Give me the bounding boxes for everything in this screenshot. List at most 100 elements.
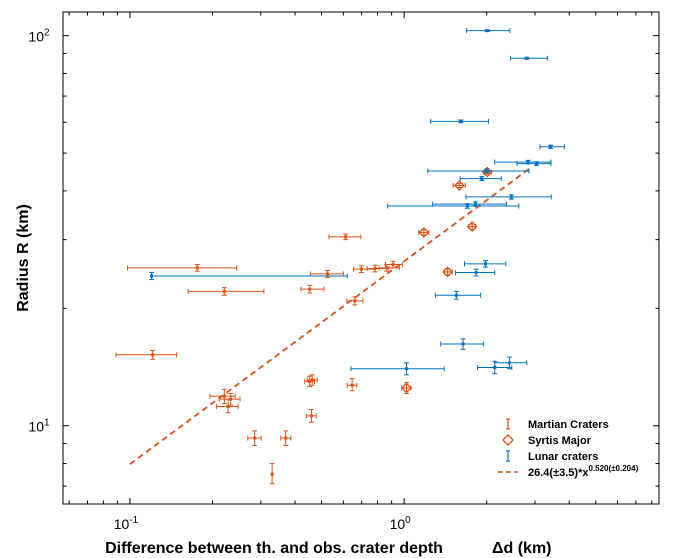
martian-craters-point — [218, 392, 241, 406]
syrtis-major-point — [401, 382, 412, 394]
fit-line — [129, 166, 532, 465]
legend: Martian Craters Syrtis Major Lunar craters… — [498, 418, 639, 479]
x-tick-label: 10-1 — [114, 515, 139, 532]
x-axis-symbol: Δd (km) — [492, 540, 552, 557]
martian-craters-point — [309, 270, 344, 278]
point-marker — [310, 378, 314, 382]
diamond-marker — [453, 180, 465, 191]
point-marker — [391, 263, 395, 267]
y-axis-title: Radius R (km) — [15, 204, 32, 312]
point-marker — [253, 436, 257, 440]
point-marker — [454, 293, 458, 297]
lunar-craters-point — [430, 118, 489, 124]
legend-item: 26.4(±3.5)*x0.520(±0.204) — [498, 464, 639, 479]
martian-craters-point — [304, 375, 315, 388]
martian-craters-point — [366, 264, 390, 273]
lunar-craters-point — [455, 268, 496, 277]
lunar-craters-point — [465, 194, 552, 200]
point-marker — [526, 160, 530, 164]
lunar-craters-point — [464, 260, 507, 268]
point-marker — [222, 289, 226, 293]
lunar-craters-point — [432, 201, 507, 207]
point-marker — [405, 367, 409, 371]
point-marker — [549, 145, 553, 149]
y-tick-label: 102 — [28, 28, 50, 45]
syrtis-major-point — [466, 221, 478, 233]
point-marker — [373, 266, 377, 270]
point-marker — [465, 204, 469, 208]
martian-craters-point — [280, 430, 292, 446]
point-marker — [483, 262, 487, 266]
legend-item: Lunar craters — [506, 450, 598, 463]
point-marker — [353, 299, 357, 303]
point-marker — [229, 397, 233, 401]
point-marker — [535, 162, 539, 166]
lunar-craters-point — [434, 290, 482, 300]
martian-craters-point — [216, 398, 239, 414]
plot-frame — [62, 11, 660, 505]
martian-craters-point — [384, 260, 403, 269]
martian-craters-point — [115, 349, 178, 360]
lunar-craters-point — [149, 272, 348, 281]
point-marker — [195, 266, 199, 270]
martian-craters-point — [269, 463, 275, 485]
fit-line-group — [129, 166, 532, 465]
point-marker — [507, 361, 511, 365]
syrtis-major-point — [418, 227, 430, 238]
lunar-craters-point — [516, 161, 552, 167]
point-marker — [485, 169, 489, 173]
legend-symbol — [506, 450, 510, 462]
martian-craters-point — [346, 296, 364, 306]
diamond-marker — [418, 227, 430, 238]
point-marker — [461, 342, 465, 346]
martian-craters-point — [247, 430, 262, 446]
point-marker — [222, 394, 226, 398]
legend-label: Syrtis Major — [528, 435, 592, 447]
martian-craters-point — [300, 284, 325, 294]
point-marker — [480, 177, 484, 181]
point-marker — [509, 195, 513, 199]
lunar-craters-point — [350, 362, 445, 376]
point-marker — [325, 272, 329, 276]
martian-craters-point — [352, 265, 376, 274]
lunar-craters-point — [427, 168, 530, 174]
point-marker — [385, 266, 389, 270]
syrtis-major-point — [442, 266, 453, 278]
legend-symbol — [502, 434, 514, 446]
legend-symbol — [506, 418, 510, 430]
lunar-craters-point — [509, 55, 548, 61]
martian-craters-point — [306, 374, 318, 386]
point-marker — [344, 235, 348, 239]
legend-item: Syrtis Major — [502, 434, 592, 447]
point-marker — [151, 353, 155, 357]
ticks: 10-1 100 101 102 — [28, 12, 659, 532]
syrtis-major-point — [452, 180, 466, 191]
diamond-marker — [466, 221, 478, 233]
legend-diamond — [502, 434, 514, 446]
martian-craters-point — [346, 378, 358, 392]
y-tick-label: 101 — [28, 418, 50, 435]
point-marker — [308, 379, 312, 383]
point-marker — [485, 29, 489, 33]
point-marker — [226, 405, 230, 409]
point-marker — [150, 274, 154, 278]
point-marker — [350, 383, 354, 387]
lunar-craters-point — [539, 144, 565, 150]
martian-craters-point — [305, 409, 317, 423]
point-marker — [473, 202, 477, 206]
lunar-craters-point — [494, 356, 528, 370]
lunar-craters-point — [466, 28, 511, 34]
legend-label: Martian Craters — [528, 419, 609, 431]
lunar-craters-point — [459, 176, 502, 182]
diamond-marker — [442, 266, 453, 278]
x-tick-label: 100 — [390, 515, 412, 532]
martian-craters-point — [328, 233, 362, 241]
legend-label: Lunar craters — [528, 451, 598, 463]
lunar-craters-point — [440, 338, 485, 350]
point-marker — [270, 472, 274, 476]
point-marker — [359, 267, 363, 271]
point-marker — [308, 287, 312, 291]
point-marker — [493, 366, 497, 370]
diamond-marker — [401, 382, 412, 394]
